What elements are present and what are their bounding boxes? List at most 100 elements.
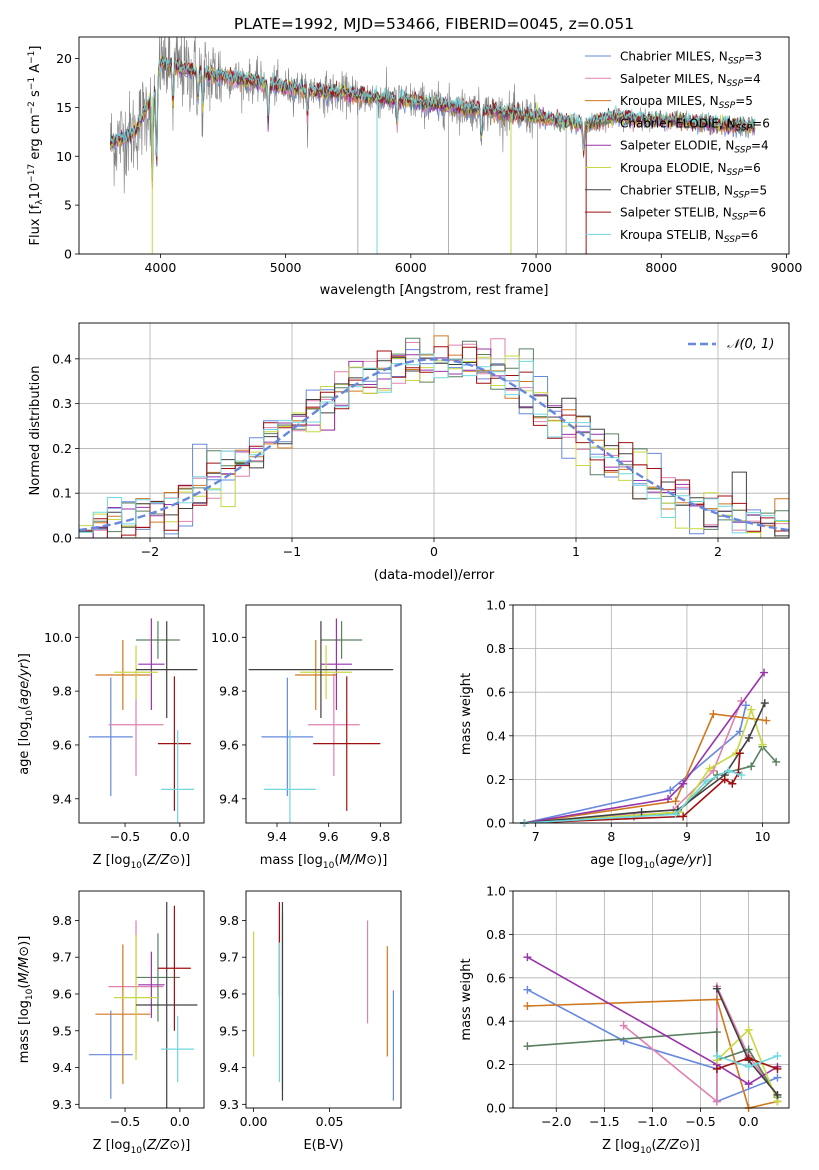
weight-point [523, 985, 532, 994]
x-tick-label: 4000 [144, 260, 176, 275]
weight-point [679, 812, 688, 821]
y-tick-label: 10 [56, 149, 72, 164]
legend-label: Chabrier ELODIE, NSSP=6 [620, 116, 770, 133]
y-tick-label: 9.8 [219, 684, 239, 699]
weight-point [773, 1051, 782, 1060]
legend-label: Chabrier MILES, NSSP=3 [620, 50, 762, 67]
weight-point [712, 1028, 721, 1037]
x-tick-label: 9.4 [267, 829, 287, 844]
y-tick-label: 9.6 [219, 737, 239, 752]
y-tick-label: 9.4 [52, 1060, 72, 1075]
x-tick-label: 0.00 [240, 1114, 268, 1129]
age-vs-Z-panel: −0.5 0.0 9.4 9.6 9.8 10.0 Z [log10(Z/Z⊙)] age [… [17, 604, 205, 871]
legend-label: Kroupa ELODIE, NSSP=6 [620, 161, 761, 178]
x-tick-label: 0 [430, 544, 438, 559]
y-tick-label: 0.1 [52, 486, 72, 501]
x-tick-label: 9000 [771, 260, 803, 275]
y-tick-label: 9.4 [52, 791, 72, 806]
weight-point [664, 795, 673, 804]
weight-point [679, 779, 688, 788]
y-tick-label: 0.0 [52, 531, 72, 546]
weight-point [744, 1054, 753, 1063]
weight-point [772, 757, 781, 766]
weight-point [744, 733, 753, 742]
weight-point [728, 779, 737, 788]
axes-frame [512, 890, 790, 1109]
axes-frame [78, 36, 790, 255]
residuals-panel: −2 −1 0 1 2 0.0 0.1 0.2 0.3 0.4 𝒩(0, 1) (data-model… [28, 322, 790, 583]
legend-label: Salpeter MILES, NSSP=4 [620, 72, 761, 89]
x-tick-label: −1 [283, 544, 301, 559]
y-axis-label: mass [log10(M/M⊙)] [17, 936, 35, 1064]
y-tick-label: 9.5 [52, 1023, 72, 1038]
y-tick-label: 9.3 [52, 1097, 72, 1112]
weight-line-1 [524, 705, 747, 823]
y-tick-label: 0.0 [486, 816, 506, 831]
x-tick-label: 8000 [645, 260, 677, 275]
x-tick-label: 7 [532, 829, 540, 844]
histogram-9 [79, 353, 789, 534]
x-tick-label: 10 [755, 829, 771, 844]
y-tick-label: 10.0 [44, 630, 72, 645]
weight-line-3 [524, 713, 767, 823]
x-axis-label: (data-model)/error [374, 568, 495, 583]
weight-point [747, 705, 756, 714]
x-tick-label: −1.5 [589, 1114, 619, 1129]
y-tick-label: 9.6 [52, 737, 72, 752]
y-tick-label: 20 [56, 51, 72, 66]
weight-point [709, 710, 718, 718]
x-axis-label: mass [log10(M/M⊙)] [260, 853, 388, 871]
y-tick-label: 9.5 [219, 1023, 239, 1038]
x-tick-label: 7000 [520, 260, 552, 275]
y-tick-label: 0.2 [486, 1057, 506, 1072]
axes-frame [78, 322, 790, 539]
x-tick-label: 5000 [270, 260, 302, 275]
weight-point [735, 727, 744, 736]
age-vs-mass-panel: 9.4 9.6 9.8 9.4 9.6 9.8 10.0 mass [log10(M/M⊙)] [211, 604, 402, 871]
axes-frame [512, 604, 790, 824]
axes-frame [78, 890, 205, 1109]
x-axis-label: wavelength [Angstrom, rest frame] [320, 283, 549, 298]
x-axis-label: E(B-V) [303, 1138, 343, 1153]
y-tick-label: 0.4 [486, 1014, 506, 1029]
x-axis-label: Z [log10(Z/Z⊙)] [602, 1138, 700, 1156]
weight-point [747, 762, 756, 771]
weight-point [523, 1042, 532, 1051]
y-axis-label: mass weight [459, 673, 474, 755]
weight-point [619, 1036, 628, 1045]
y-tick-label: 5 [64, 198, 72, 213]
y-tick-label: 9.7 [52, 950, 72, 965]
x-tick-label: 0.0 [170, 829, 190, 844]
y-tick-label: 9.8 [219, 913, 239, 928]
weight-point [760, 668, 769, 677]
legend-label: Kroupa STELIB, NSSP=6 [620, 228, 758, 245]
y-tick-label: 0 [64, 247, 72, 262]
weight-point [523, 953, 532, 962]
x-tick-label: 6000 [395, 260, 427, 275]
weight-point [671, 810, 680, 819]
weight-point [773, 1073, 782, 1082]
weight-line-3 [527, 998, 778, 1108]
y-tick-label: 9.4 [219, 791, 239, 806]
legend-label: Salpeter ELODIE, NSSP=4 [620, 139, 769, 156]
y-tick-label: 0.6 [486, 685, 506, 700]
weight-point [705, 764, 714, 773]
weight-point [744, 1045, 753, 1054]
weight-line-6 [524, 707, 764, 823]
figure-title: PLATE=1992, MJD=53466, FIBERID=0045, z=0… [234, 15, 634, 33]
weight-point [712, 984, 721, 993]
y-tick-label: 0.2 [486, 772, 506, 787]
weight-point [712, 1064, 721, 1073]
axes-frame [245, 890, 402, 1109]
weight-vs-Z-panel: −2.0 −1.5 −1.0 −0.5 0.0 0.0 0.2 0.4 0.6 0.8 1.0 Z [… [459, 884, 790, 1156]
weight-point [744, 1080, 753, 1089]
weight-line-7 [524, 702, 766, 823]
weight-point [712, 1097, 721, 1106]
x-axis-label: age [log10(age/yr)] [590, 853, 712, 871]
axes-frame [78, 604, 205, 824]
y-axis-label: Normed distribution [28, 366, 43, 496]
y-tick-label: 1.0 [486, 598, 506, 613]
weight-point [741, 701, 750, 710]
x-tick-label: −0.5 [685, 1114, 715, 1129]
